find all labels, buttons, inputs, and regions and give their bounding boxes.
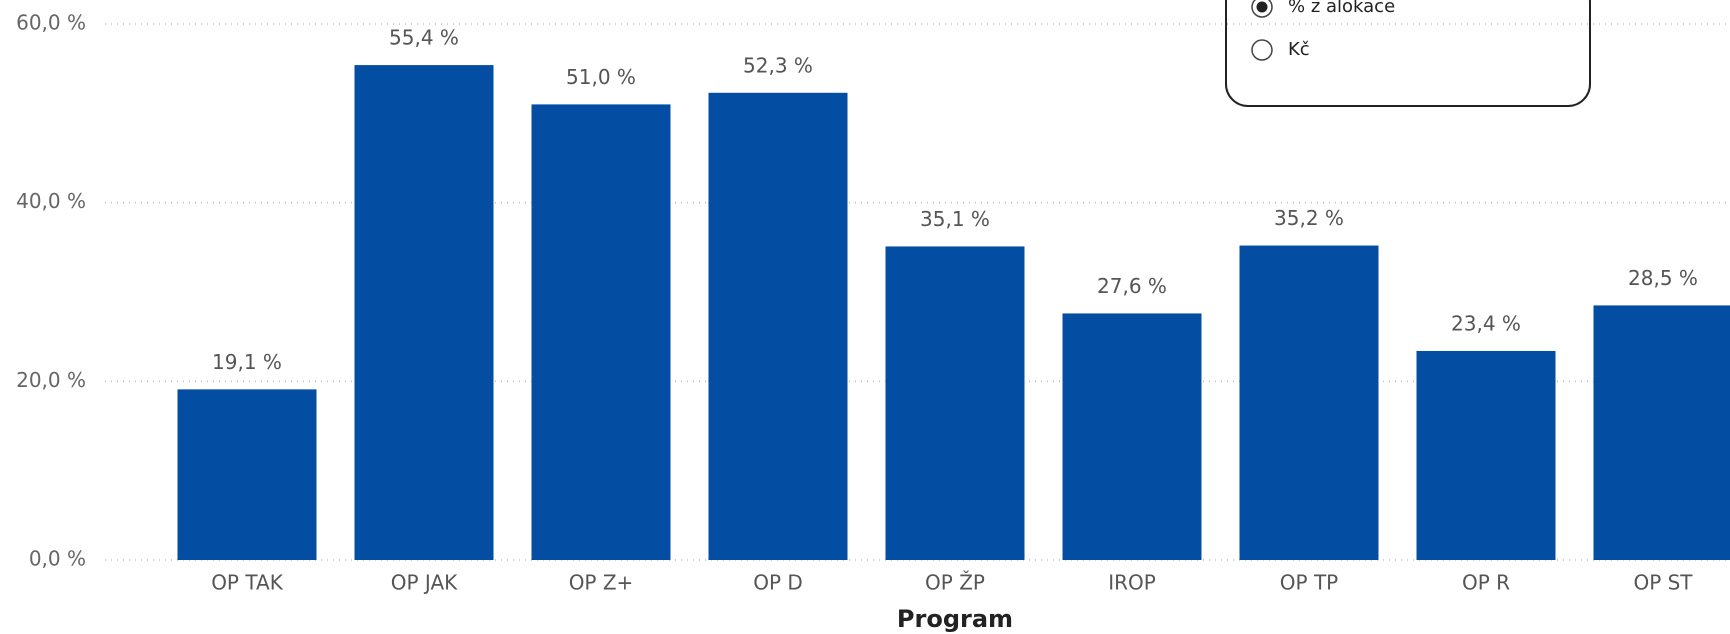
- slicer-box: [1225, 0, 1591, 107]
- x-tick-label: IROP: [1108, 571, 1156, 595]
- x-axis-title: Program: [897, 605, 1013, 633]
- bar: [531, 104, 671, 561]
- bar: [177, 389, 317, 560]
- bar: [708, 92, 848, 560]
- data-label: 35,2 %: [1274, 206, 1344, 230]
- radio-dot: [1256, 1, 1268, 13]
- x-tick-label: OP TAK: [211, 571, 284, 595]
- y-tick-label: 0,0 %: [29, 547, 86, 571]
- data-label: 55,4 %: [389, 26, 459, 50]
- x-tick-label: OP Z+: [569, 571, 634, 595]
- bar: [1593, 305, 1730, 560]
- bar: [1239, 245, 1379, 560]
- data-label: 19,1 %: [212, 350, 282, 374]
- x-tick-label: OP ŽP: [925, 571, 985, 595]
- data-label: 27,6 %: [1097, 274, 1167, 298]
- x-tick-label: OP D: [753, 571, 803, 595]
- y-tick-label: 40,0 %: [16, 189, 86, 213]
- bar: [354, 65, 494, 561]
- data-label: 35,1 %: [920, 207, 990, 231]
- bar: [1062, 313, 1202, 560]
- x-tick-label: OP ST: [1633, 571, 1693, 595]
- y-tick-label: 20,0 %: [16, 368, 86, 392]
- x-tick-label: OP TP: [1280, 571, 1338, 595]
- bar: [1416, 350, 1556, 560]
- x-tick-label: OP R: [1462, 571, 1510, 595]
- bar: [885, 246, 1025, 560]
- radio-label[interactable]: Kč: [1288, 39, 1310, 60]
- data-label: 28,5 %: [1628, 266, 1698, 290]
- data-label: 52,3 %: [743, 53, 813, 77]
- radio-label[interactable]: % z alokace: [1288, 0, 1395, 17]
- x-tick-label: OP JAK: [391, 571, 458, 595]
- data-label: 23,4 %: [1451, 311, 1521, 335]
- data-label: 51,0 %: [566, 65, 636, 89]
- y-tick-label: 60,0 %: [16, 11, 86, 35]
- radio-button[interactable]: [1251, 39, 1273, 61]
